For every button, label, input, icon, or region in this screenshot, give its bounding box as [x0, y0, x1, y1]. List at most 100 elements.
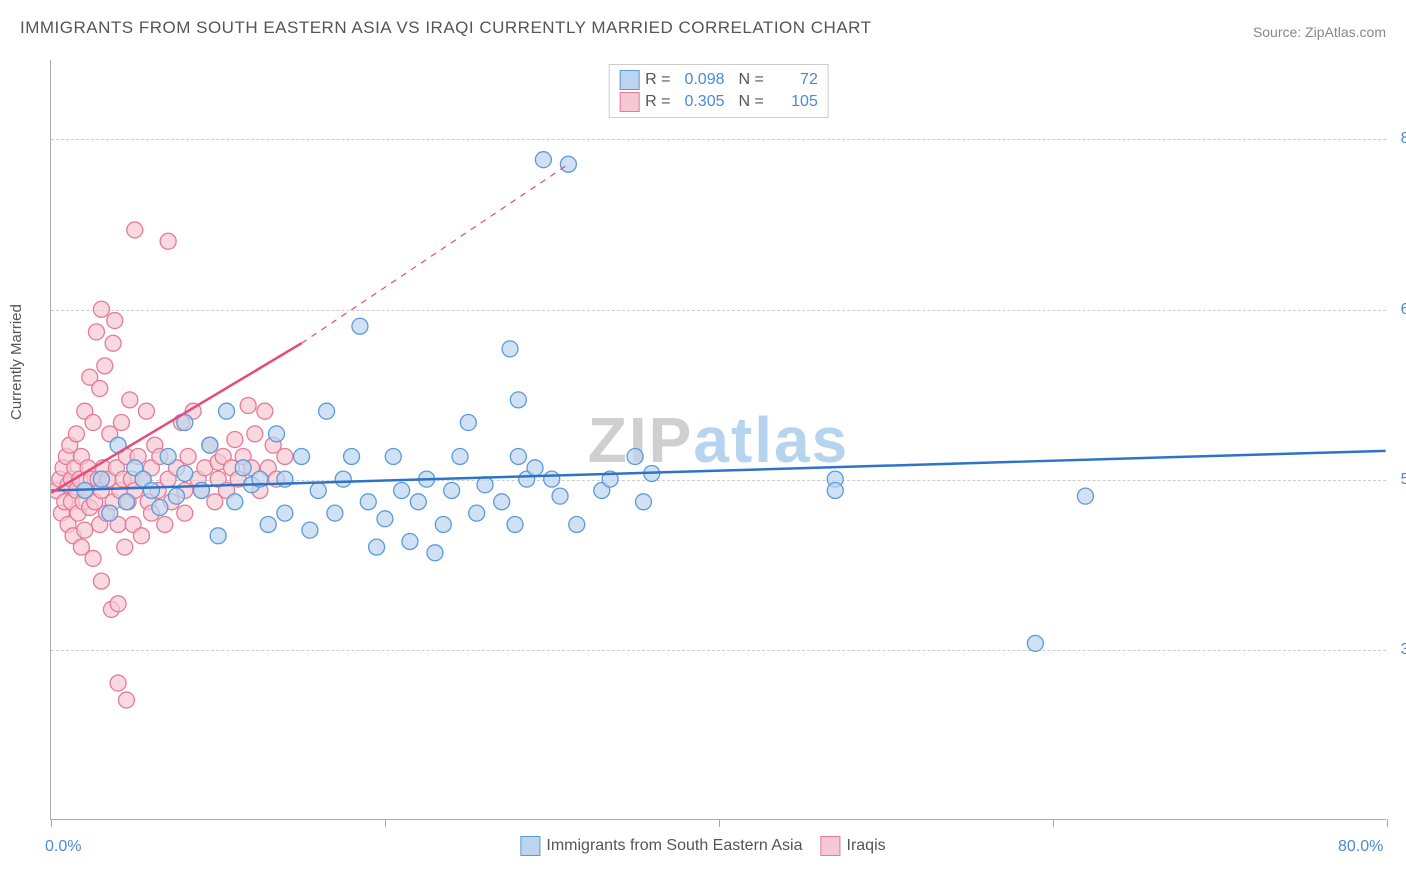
trend-line-pink-dashed [302, 164, 569, 343]
blue-point [552, 488, 568, 504]
legend-swatch [820, 836, 840, 856]
legend-stat-row: R = 0.305 N = 105 [619, 91, 818, 113]
blue-point [269, 426, 285, 442]
pink-point [257, 403, 273, 419]
pink-point [107, 313, 123, 329]
pink-point [118, 692, 134, 708]
blue-point [452, 449, 468, 465]
blue-point [302, 522, 318, 538]
pink-point [77, 522, 93, 538]
pink-point [247, 426, 263, 442]
legend-series: Immigrants from South Eastern Asia Iraqi… [520, 836, 885, 856]
blue-point [168, 488, 184, 504]
blue-point [327, 505, 343, 521]
xtick [385, 819, 386, 827]
blue-point [335, 471, 351, 487]
blue-point [377, 511, 393, 527]
pink-point [133, 528, 149, 544]
blue-point [635, 494, 651, 510]
pink-point [85, 415, 101, 431]
pink-point [138, 403, 154, 419]
blue-point [369, 539, 385, 555]
blue-point [310, 482, 326, 498]
blue-point [360, 494, 376, 510]
blue-point [435, 516, 451, 532]
pink-point [227, 432, 243, 448]
blue-point [410, 494, 426, 510]
chart-canvas [51, 60, 1386, 819]
pink-point [122, 392, 138, 408]
xtick [51, 819, 52, 827]
plot-area: R = 0.098 N = 72 R = 0.305 N = 105 ZIPat… [50, 60, 1386, 820]
blue-point [510, 392, 526, 408]
blue-point [460, 415, 476, 431]
blue-point [102, 505, 118, 521]
blue-point [235, 460, 251, 476]
legend-n-label: N = [739, 71, 764, 89]
blue-point [227, 494, 243, 510]
ytick-label: 65.0% [1391, 301, 1406, 319]
blue-point [210, 528, 226, 544]
blue-point [352, 318, 368, 334]
blue-point [160, 449, 176, 465]
blue-point [477, 477, 493, 493]
blue-point [219, 403, 235, 419]
xtick [1053, 819, 1054, 827]
legend-series-label: Immigrants from South Eastern Asia [546, 837, 802, 855]
legend-stat-row: R = 0.098 N = 72 [619, 69, 818, 91]
ytick-label: 50.0% [1391, 471, 1406, 489]
blue-point [535, 152, 551, 168]
legend-r-label: R = [645, 93, 670, 111]
legend-swatch [520, 836, 540, 856]
blue-point [202, 437, 218, 453]
xtick-label: 0.0% [45, 838, 81, 856]
blue-point [118, 494, 134, 510]
pink-point [110, 596, 126, 612]
blue-point [527, 460, 543, 476]
legend-r-label: R = [645, 71, 670, 89]
blue-point [402, 533, 418, 549]
blue-point [93, 471, 109, 487]
blue-point [827, 482, 843, 498]
blue-point [319, 403, 335, 419]
blue-point [260, 516, 276, 532]
ytick-label: 35.0% [1391, 641, 1406, 659]
legend-n-value: 72 [770, 71, 818, 89]
blue-point [277, 505, 293, 521]
xtick [1387, 819, 1388, 827]
legend-stats: R = 0.098 N = 72 R = 0.305 N = 105 [608, 64, 829, 118]
legend-swatch [619, 92, 639, 112]
blue-point [502, 341, 518, 357]
blue-point [177, 465, 193, 481]
pink-point [105, 335, 121, 351]
pink-point [97, 358, 113, 374]
blue-point [544, 471, 560, 487]
blue-point [494, 494, 510, 510]
xtick-label: 80.0% [1338, 838, 1383, 856]
blue-point [510, 449, 526, 465]
pink-point [240, 398, 256, 414]
pink-point [160, 233, 176, 249]
blue-point [569, 516, 585, 532]
pink-point [277, 449, 293, 465]
blue-point [143, 482, 159, 498]
legend-series-item: Iraqis [820, 836, 885, 856]
pink-point [93, 301, 109, 317]
ytick-label: 80.0% [1391, 130, 1406, 148]
pink-point [177, 505, 193, 521]
blue-point [427, 545, 443, 561]
pink-point [117, 539, 133, 555]
pink-point [93, 573, 109, 589]
y-axis-label: Currently Married [8, 304, 25, 420]
legend-r-value: 0.305 [677, 93, 725, 111]
pink-point [88, 324, 104, 340]
pink-point [157, 516, 173, 532]
blue-point [507, 516, 523, 532]
xtick [719, 819, 720, 827]
blue-point [385, 449, 401, 465]
blue-point [469, 505, 485, 521]
blue-point [152, 499, 168, 515]
legend-n-label: N = [739, 93, 764, 111]
legend-r-value: 0.098 [677, 71, 725, 89]
blue-point [394, 482, 410, 498]
